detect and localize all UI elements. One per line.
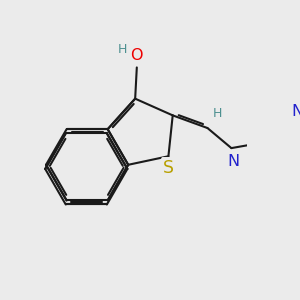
Text: N: N — [292, 104, 300, 119]
Text: S: S — [163, 159, 174, 177]
Text: H: H — [117, 43, 127, 56]
Text: O: O — [130, 48, 143, 63]
Text: N: N — [228, 154, 240, 169]
Text: H: H — [213, 107, 222, 120]
